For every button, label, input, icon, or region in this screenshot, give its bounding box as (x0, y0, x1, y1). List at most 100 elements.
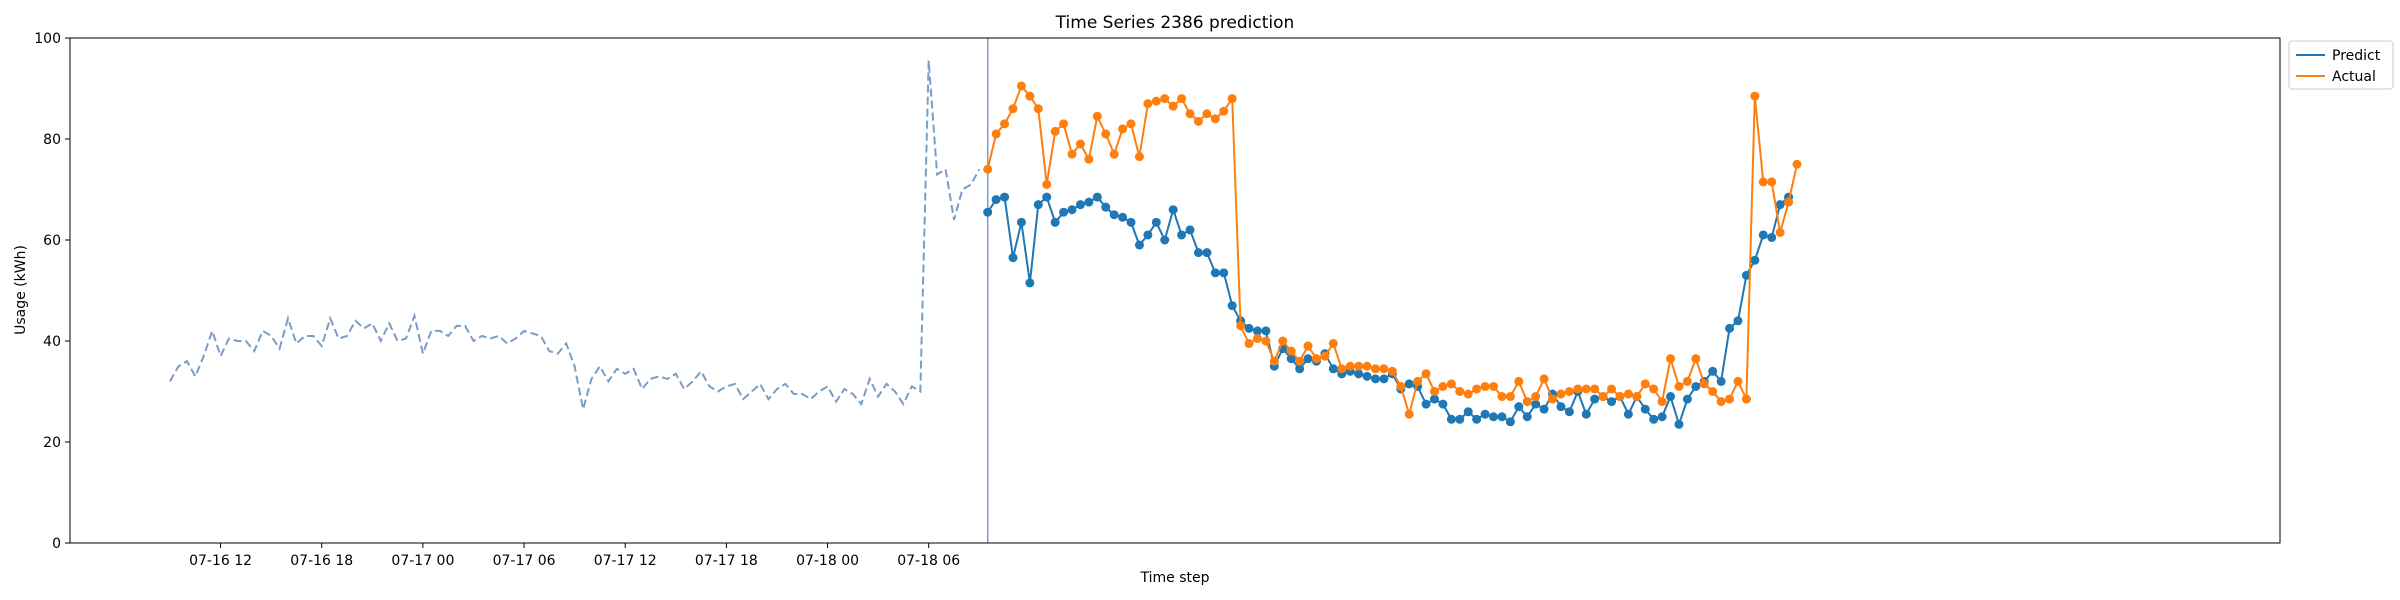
actual-point (1514, 376, 1524, 386)
plot-frame (69, 37, 2281, 544)
predict-point (1446, 414, 1456, 424)
predict-point (1480, 409, 1490, 419)
predict-point (1075, 200, 1085, 210)
predict-point (1354, 369, 1364, 379)
actual-point (1101, 129, 1111, 139)
actual-point (1025, 91, 1035, 101)
legend-actual-label: Actual (2332, 69, 2376, 85)
predict-point (1295, 364, 1305, 374)
predict-point (1059, 207, 1069, 217)
y-tick-label: 100 (34, 31, 61, 47)
actual-point (1295, 356, 1305, 366)
predict-point (1708, 366, 1718, 376)
actual-point (1708, 387, 1718, 396)
actual-point (1059, 119, 1069, 129)
actual-point (1657, 397, 1667, 407)
predict-point (1328, 364, 1338, 374)
predict-point (1252, 326, 1262, 336)
x-tick-label: 07-17 06 (493, 553, 556, 569)
actual-point (1278, 336, 1288, 346)
predict-point (1674, 419, 1684, 429)
actual-point (1370, 364, 1380, 374)
actual-point (1151, 96, 1161, 106)
predict-point (1421, 399, 1431, 409)
actual-point (1008, 104, 1018, 114)
predict-point (1134, 240, 1144, 250)
actual-point (1716, 397, 1726, 407)
predict-point (1177, 230, 1187, 240)
actual-point (1354, 361, 1364, 371)
predict-point (1716, 376, 1726, 386)
actual-point (1463, 389, 1473, 399)
actual-point (1168, 101, 1178, 111)
actual-point (1269, 356, 1279, 366)
actual-point (1177, 94, 1187, 104)
actual-point (1430, 387, 1439, 396)
predict-point (1522, 412, 1532, 422)
predict-point (1042, 192, 1052, 202)
predict-point (1118, 212, 1128, 222)
actual-point (1320, 351, 1330, 361)
predict-point (1084, 197, 1094, 207)
y-tick-label: 80 (43, 132, 61, 148)
actual-point (1573, 384, 1583, 394)
predict-point (1050, 217, 1060, 227)
actual-point (1531, 392, 1541, 402)
predict-point (1160, 235, 1170, 245)
predict-point (1210, 268, 1220, 278)
predict-point (1539, 404, 1549, 414)
legend: Predict Actual (2288, 40, 2394, 90)
predict-point (1564, 407, 1574, 417)
actual-point (1236, 321, 1246, 331)
actual-point (1564, 387, 1574, 396)
actual-point (1379, 364, 1389, 374)
predict-point (1126, 217, 1136, 227)
predict-point (1370, 374, 1380, 384)
actual-point (1472, 384, 1482, 394)
x-tick-label: 07-17 12 (594, 553, 657, 569)
actual-point (1143, 99, 1153, 109)
actual-point (1134, 152, 1144, 162)
predict-point (1607, 397, 1617, 407)
actual-point (1784, 197, 1794, 207)
actual-point (1118, 124, 1128, 134)
actual-point (1185, 109, 1195, 119)
predict-point (1379, 374, 1389, 384)
actual-point (1126, 119, 1136, 129)
actual-point (1202, 109, 1212, 119)
actual-point (1607, 384, 1617, 394)
predict-point (1261, 326, 1271, 336)
actual-point (1084, 154, 1094, 164)
predict-point (1430, 394, 1439, 404)
actual-point (1480, 381, 1490, 391)
x-tick-label: 07-18 00 (796, 553, 859, 569)
predict-point (1758, 230, 1768, 240)
actual-point (1244, 339, 1254, 349)
actual-point (1666, 354, 1676, 364)
predict-point (1505, 417, 1515, 427)
predict-point (1741, 270, 1751, 280)
actual-point (1311, 354, 1321, 364)
predict-point (1514, 402, 1524, 412)
y-tick-label: 60 (43, 233, 61, 249)
legend-predict-label: Predict (2332, 48, 2381, 64)
predict-point (1455, 414, 1465, 424)
actual-point (1413, 376, 1423, 386)
actual-point (1210, 114, 1220, 124)
predict-point (1000, 192, 1010, 202)
actual-point (1699, 379, 1709, 389)
x-tick-label: 07-16 12 (189, 553, 252, 569)
predict-point (1362, 371, 1372, 381)
predict-point (1657, 412, 1667, 422)
y-tick-label: 0 (52, 536, 61, 552)
predict-point (1244, 323, 1254, 333)
actual-point (1303, 341, 1313, 351)
actual-series (983, 81, 1802, 419)
predict-point (1202, 248, 1212, 258)
actual-point (1581, 384, 1591, 394)
actual-point (1733, 376, 1743, 386)
predict-point (1067, 205, 1077, 215)
actual-point (1548, 394, 1558, 404)
predict-point (1640, 404, 1650, 414)
predict-point (1286, 354, 1296, 364)
